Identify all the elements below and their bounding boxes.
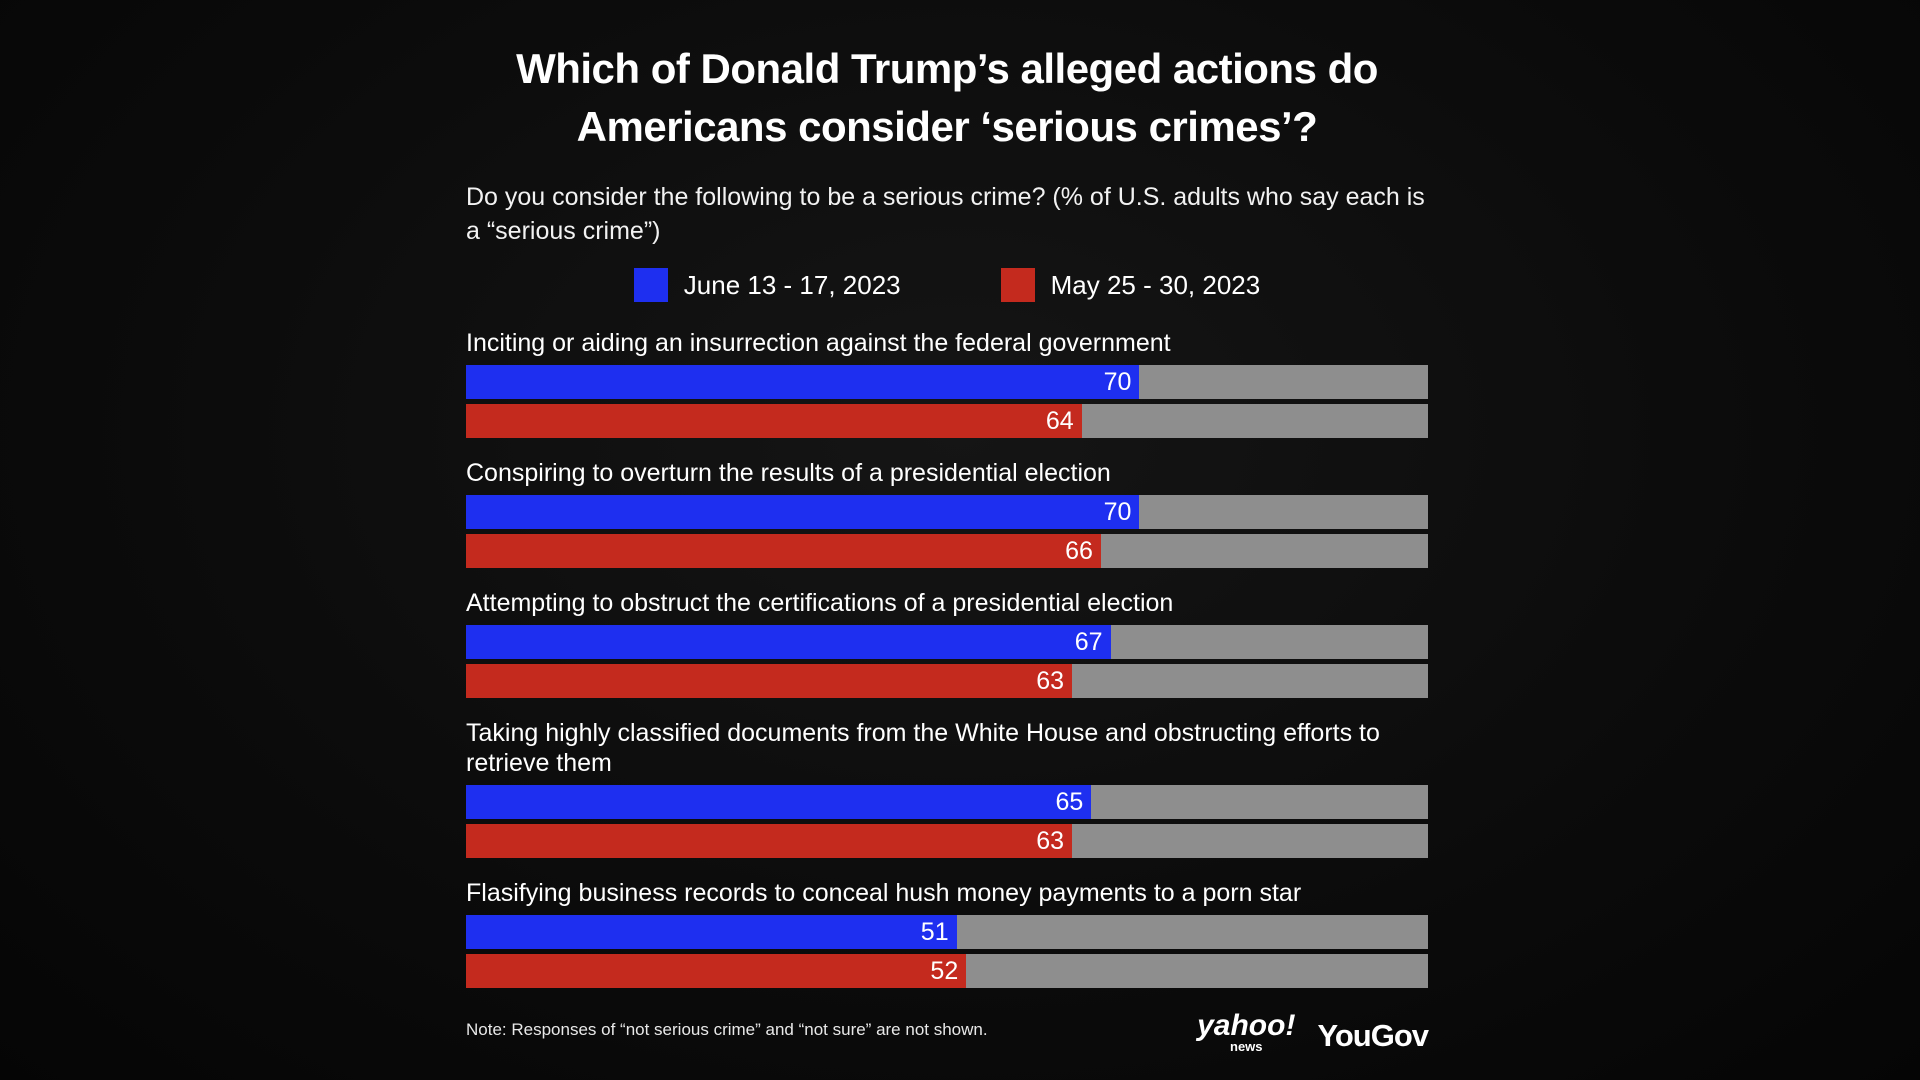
bar-june <box>466 915 957 949</box>
data-label-may: 63 <box>1036 827 1065 855</box>
bar-june <box>466 785 1092 819</box>
bar-may <box>466 534 1101 568</box>
bar-may <box>466 664 1073 698</box>
footnote: Note: Responses of “not serious crime” a… <box>466 1020 988 1039</box>
bar-june <box>466 365 1140 399</box>
yahoo-news-logo: yahoo! news <box>1197 1009 1296 1054</box>
data-label-june: 51 <box>920 918 949 946</box>
category-label: Flasifying business records to conceal h… <box>466 879 1302 907</box>
category-group: Taking highly classified documents from … <box>466 718 1428 858</box>
legend-label-may: May 25 - 30, 2023 <box>1050 269 1261 300</box>
legend-swatch-may <box>1000 268 1035 302</box>
bar-may <box>466 404 1082 438</box>
category-group: Conspiring to overturn the results of a … <box>466 458 1428 568</box>
data-label-may: 66 <box>1065 537 1093 565</box>
data-label-june: 65 <box>1055 788 1084 816</box>
legend-item-june: June 13 - 17, 2023 <box>633 268 901 302</box>
category-group: Flasifying business records to conceal h… <box>466 878 1428 988</box>
bar-track-june: 51 <box>466 915 1428 949</box>
data-label-june: 67 <box>1074 628 1103 656</box>
bar-june <box>466 625 1111 659</box>
bar-track-may: 66 <box>466 534 1428 568</box>
category-label: Taking highly classified documents from … <box>466 719 1380 777</box>
category-group: Inciting or aiding an insurrection again… <box>466 328 1428 438</box>
yougov-logo: YouGov <box>1317 1018 1429 1053</box>
category-label: Attempting to obstruct the certification… <box>466 589 1174 617</box>
logos: yahoo! news YouGov <box>1197 1009 1429 1054</box>
data-label-may: 64 <box>1045 407 1074 435</box>
data-label-june: 70 <box>1103 498 1132 526</box>
chart-container: Which of Donald Trump’s alleged actions … <box>466 40 1428 1008</box>
data-label-may: 63 <box>1036 667 1065 695</box>
category-group: Attempting to obstruct the certification… <box>466 588 1428 698</box>
data-label-may: 52 <box>930 957 959 985</box>
category-label: Conspiring to overturn the results of a … <box>466 459 1111 487</box>
bar-may <box>466 824 1073 858</box>
bar-track-may: 52 <box>466 954 1428 988</box>
legend-swatch-june <box>633 268 668 302</box>
category-label: Inciting or aiding an insurrection again… <box>466 329 1171 357</box>
bar-groups: Inciting or aiding an insurrection again… <box>466 328 1428 988</box>
bar-track-june: 70 <box>466 365 1428 399</box>
bar-may <box>466 954 967 988</box>
legend-item-may: May 25 - 30, 2023 <box>1000 268 1261 302</box>
yahoo-logo-sub: news <box>1230 1039 1263 1054</box>
footer: Note: Responses of “not serious crime” a… <box>466 1011 1429 1054</box>
legend-label-june: June 13 - 17, 2023 <box>683 269 901 300</box>
yahoo-logo-text: yahoo! <box>1197 1009 1296 1042</box>
legend: June 13 - 17, 2023 May 25 - 30, 2023 <box>466 268 1428 302</box>
chart-title: Which of Donald Trump’s alleged actions … <box>516 45 1378 150</box>
chart-subtitle: Do you consider the following to be a se… <box>466 183 1425 245</box>
bar-track-may: 63 <box>466 824 1428 858</box>
bar-track-may: 63 <box>466 664 1428 698</box>
bar-track-june: 67 <box>466 625 1428 659</box>
bar-track-may: 64 <box>466 404 1428 438</box>
bar-june <box>466 495 1140 529</box>
bar-track-june: 70 <box>466 495 1428 529</box>
bar-track-june: 65 <box>466 785 1428 819</box>
data-label-june: 70 <box>1103 368 1132 396</box>
